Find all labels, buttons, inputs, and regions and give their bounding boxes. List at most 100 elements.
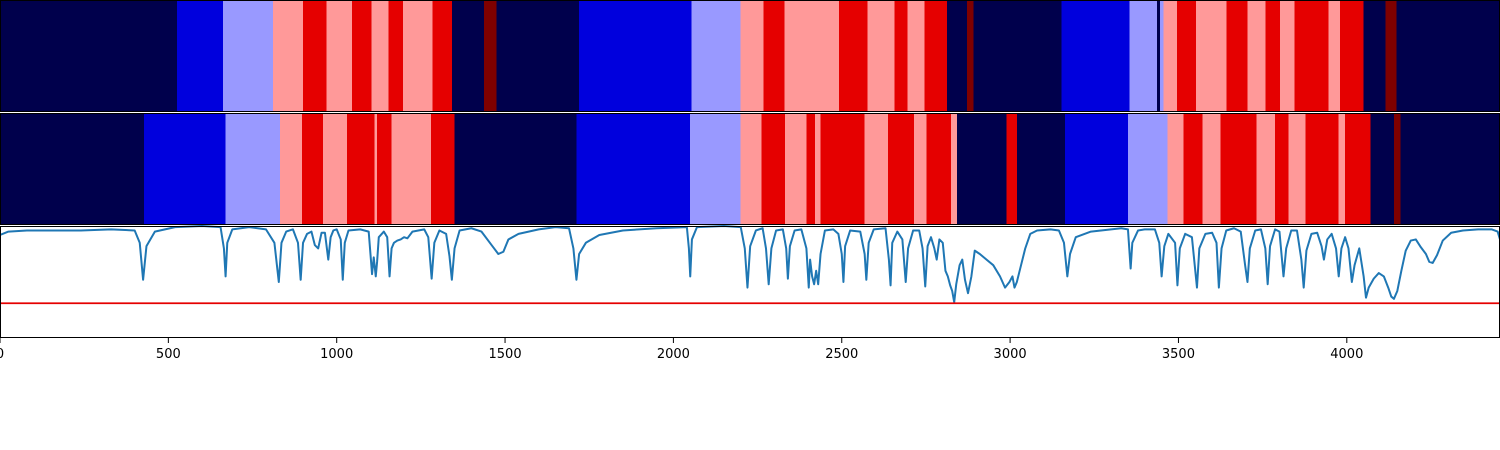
segment-bar bbox=[176, 0, 224, 112]
segment-bar bbox=[1370, 113, 1394, 225]
x-tick-label: 3500 bbox=[1162, 347, 1195, 362]
segment-bar bbox=[1064, 113, 1128, 225]
segment-bar bbox=[839, 0, 868, 112]
segment-bar bbox=[1129, 0, 1158, 112]
segment-bar bbox=[1167, 113, 1184, 225]
segment-bar bbox=[763, 0, 785, 112]
segment-bar bbox=[1305, 113, 1339, 225]
segment-bar bbox=[225, 113, 281, 225]
line-panel bbox=[0, 225, 1500, 338]
segment-bar bbox=[740, 0, 764, 112]
segment-bar bbox=[483, 0, 497, 112]
segment-bar bbox=[957, 113, 1007, 225]
segment-bar bbox=[924, 0, 947, 112]
segment-bar bbox=[454, 113, 577, 225]
segment-bar bbox=[951, 113, 958, 225]
segment-bar bbox=[894, 0, 908, 112]
segment-bar bbox=[1363, 0, 1386, 112]
segment-bar bbox=[323, 113, 347, 225]
segment-bar bbox=[689, 113, 741, 225]
segment-bar bbox=[820, 113, 865, 225]
x-tick-label: 2500 bbox=[825, 347, 858, 362]
segment-bar bbox=[302, 113, 324, 225]
segment-bar bbox=[1328, 0, 1341, 112]
segment-bar bbox=[388, 0, 404, 112]
segment-bar bbox=[867, 0, 895, 112]
x-tick-label: 500 bbox=[156, 347, 181, 362]
segment-bar bbox=[1226, 0, 1248, 112]
segment-bar bbox=[0, 0, 177, 112]
segment-bar bbox=[451, 0, 484, 112]
segment-bar bbox=[814, 113, 821, 225]
segment-bar bbox=[1280, 0, 1295, 112]
track-2 bbox=[0, 113, 1500, 225]
segment-bar bbox=[280, 113, 303, 225]
segment-tracks bbox=[0, 0, 1500, 225]
segment-bar bbox=[1265, 0, 1281, 112]
segment-bar bbox=[1195, 0, 1227, 112]
segment-bar bbox=[391, 113, 431, 225]
segment-bar bbox=[1340, 0, 1364, 112]
segment-bar bbox=[0, 113, 145, 225]
segment-bar bbox=[806, 113, 815, 225]
segment-bar bbox=[1061, 0, 1130, 112]
segment-bar bbox=[1159, 0, 1164, 112]
segment-bar bbox=[1176, 0, 1196, 112]
segment-bar bbox=[1016, 113, 1065, 225]
segment-bar bbox=[1220, 113, 1257, 225]
segment-bar bbox=[1157, 0, 1160, 112]
segment-bar bbox=[144, 113, 226, 225]
x-tick-label: 2000 bbox=[657, 347, 690, 362]
segment-bar bbox=[273, 0, 304, 112]
segment-bar bbox=[1393, 113, 1401, 225]
segment-bar bbox=[946, 0, 967, 112]
segment-bar bbox=[430, 113, 455, 225]
segment-bar bbox=[784, 0, 840, 112]
segment-bar bbox=[432, 0, 452, 112]
segment-bar bbox=[351, 0, 372, 112]
line-panel-background bbox=[0, 226, 1500, 338]
x-tick-label: 0 bbox=[0, 347, 4, 362]
segment-bar bbox=[346, 113, 375, 225]
segment-bar bbox=[973, 0, 1062, 112]
segment-bar bbox=[371, 0, 389, 112]
segment-bar bbox=[1385, 0, 1397, 112]
segment-bar bbox=[1400, 113, 1500, 225]
segment-bar bbox=[740, 113, 762, 225]
segment-bar bbox=[496, 0, 579, 112]
score-line bbox=[0, 225, 1500, 304]
segment-bar bbox=[303, 0, 327, 112]
segment-bar bbox=[785, 113, 807, 225]
segment-bar bbox=[1006, 113, 1017, 225]
segment-bar bbox=[1396, 0, 1500, 112]
segment-bar bbox=[377, 113, 392, 225]
segment-bar bbox=[1288, 113, 1306, 225]
segment-bar bbox=[926, 113, 952, 225]
segment-bar bbox=[914, 113, 927, 225]
segment-bar bbox=[1202, 113, 1221, 225]
x-tick-label: 4000 bbox=[1330, 347, 1363, 362]
segment-bar bbox=[1163, 0, 1177, 112]
segment-bar bbox=[691, 0, 741, 112]
segment-bar bbox=[1294, 0, 1329, 112]
x-axis: 0 500 1000 1500 2000 2500 3000 3500 4000 bbox=[0, 338, 1363, 362]
segment-bar bbox=[223, 0, 274, 112]
x-tick-label: 1000 bbox=[320, 347, 353, 362]
x-tick-label: 1500 bbox=[489, 347, 522, 362]
segment-bar bbox=[1275, 113, 1289, 225]
segment-bar bbox=[374, 113, 378, 225]
segment-bar bbox=[576, 113, 690, 225]
segment-bar bbox=[907, 0, 925, 112]
segment-bar bbox=[1345, 113, 1371, 225]
segment-bar bbox=[403, 0, 433, 112]
segment-bar bbox=[1247, 0, 1266, 112]
segment-bar bbox=[1256, 113, 1276, 225]
segment-bar bbox=[864, 113, 888, 225]
segment-bar bbox=[326, 0, 352, 112]
segment-bar bbox=[967, 0, 974, 112]
segment-bar bbox=[887, 113, 915, 225]
segment-bar bbox=[578, 0, 692, 112]
segment-bar bbox=[1183, 113, 1203, 225]
x-tick-label: 3000 bbox=[994, 347, 1027, 362]
